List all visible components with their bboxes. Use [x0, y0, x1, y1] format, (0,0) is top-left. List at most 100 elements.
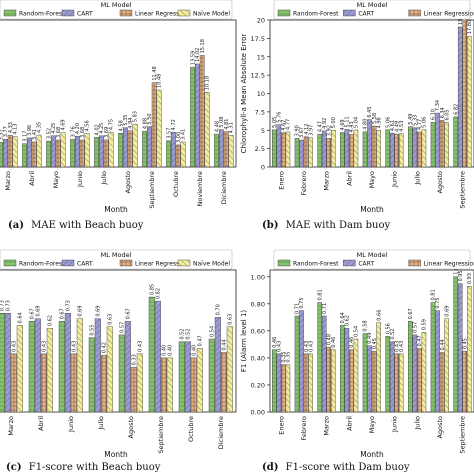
- data-label: 0.67: [408, 308, 414, 319]
- bar-hatch: [385, 336, 390, 412]
- bar-hatch: [322, 315, 327, 412]
- x-axis-label: Month: [360, 205, 384, 214]
- bar-hatch: [372, 125, 377, 167]
- x-axis-label: Month: [104, 450, 128, 459]
- caption-b: (b) MAE with Dam buoy: [262, 220, 390, 231]
- x-tick-label: Abril: [345, 171, 353, 186]
- data-label: 3.57: [166, 128, 172, 139]
- bar-hatch: [308, 137, 313, 167]
- data-label: 0.75: [299, 297, 305, 308]
- data-label: 4.80: [363, 119, 369, 130]
- bar-hatch: [299, 140, 304, 167]
- data-label: 3.41: [32, 129, 38, 140]
- bar-hatch: [435, 113, 440, 167]
- bar-hatch: [276, 353, 281, 412]
- data-label: 0.47: [417, 335, 423, 346]
- legend-box: [0, 249, 233, 270]
- bar-hatch: [56, 139, 61, 167]
- data-label: 11.48: [152, 66, 158, 80]
- bar-hatch: [190, 67, 195, 167]
- data-label: 3.68: [80, 127, 86, 138]
- bar-hatch: [101, 355, 107, 412]
- data-label: 14.02: [195, 48, 201, 62]
- bar-hatch: [430, 302, 436, 412]
- bar-hatch: [326, 347, 331, 412]
- bar-hatch: [224, 131, 229, 167]
- bar-hatch: [221, 352, 227, 412]
- bar-hatch: [195, 63, 200, 167]
- data-label: 0.81: [317, 289, 323, 300]
- bar-hatch: [185, 341, 191, 412]
- data-label: 0.43: [12, 341, 18, 352]
- bar-hatch: [108, 132, 114, 167]
- data-label: 4.35: [37, 122, 43, 133]
- bar-hatch: [421, 129, 426, 167]
- x-tick-label: Diciembre: [220, 171, 228, 204]
- x-tick-label: Febrero: [300, 171, 308, 196]
- data-label: 3.96: [27, 125, 33, 136]
- plot-frame: [0, 19, 237, 168]
- bar-hatch: [331, 130, 336, 167]
- bar-hatch: [344, 328, 349, 412]
- legend-label: Naïve Model: [193, 261, 230, 268]
- bar-hatch: [95, 318, 101, 412]
- data-label: 0.63: [228, 314, 234, 325]
- panel-b-mae-dam: 0 2.5 5 7.5 10 12.5 15 17.5 20 Chlorophyll-a Mean…: [240, 0, 474, 214]
- data-label: 0.95: [458, 270, 464, 281]
- y-tick-label: 5: [261, 127, 265, 135]
- panel-d-f1-dam: 0.00 0.20 0.40 0.60 0.80 1.00 F1 (Alarm level …: [240, 249, 474, 459]
- data-label: 3.00: [176, 132, 182, 143]
- y-axis-label: Chlorophyll-a Mean Absolute Error: [240, 34, 248, 154]
- bar-hatch: [29, 321, 35, 412]
- bar-hatch: [376, 322, 381, 412]
- bar-hatch: [228, 135, 234, 167]
- bar-hatch: [191, 357, 197, 412]
- bar-hatch: [118, 133, 123, 167]
- data-label: 4.33: [8, 122, 14, 133]
- legend-label: Naïve Model: [193, 11, 230, 18]
- data-label: 5.33: [413, 115, 419, 126]
- bar-hatch: [331, 349, 336, 412]
- bar-hatch: [281, 364, 286, 412]
- data-label: 0.54: [354, 326, 360, 337]
- legend-title: ML Model: [357, 1, 388, 9]
- legend-label: Random-Forest: [19, 261, 65, 268]
- bar-hatch: [308, 353, 313, 412]
- y-tick-label: 2.5: [255, 145, 265, 153]
- data-label: 0.35: [286, 352, 292, 363]
- bar-hatch: [142, 131, 147, 167]
- bar-hatch: [421, 332, 426, 412]
- data-label: 0.48: [326, 334, 332, 345]
- legend-box: [273, 0, 471, 20]
- data-label: 5.11: [345, 116, 351, 127]
- data-label: 0.67: [60, 308, 66, 319]
- bar-hatch: [47, 328, 53, 412]
- data-label: 0.45: [462, 338, 468, 349]
- bar-hatch: [167, 357, 173, 412]
- legend-swatch-hatch: [4, 260, 16, 266]
- data-label: 0.35: [281, 352, 287, 363]
- x-tick-label: Octubre: [187, 416, 195, 442]
- plot-frame: [0, 269, 237, 413]
- data-label: 4.94: [128, 118, 134, 129]
- data-label: 0.46: [349, 337, 355, 348]
- bar-hatch: [417, 131, 422, 167]
- data-label: 4.61: [390, 120, 396, 131]
- data-label: 3.76: [70, 126, 76, 137]
- legend: ML Model Random-Forest CART Linear Regressi…: [273, 249, 474, 270]
- x-tick-label: Julio: [97, 416, 105, 431]
- bar-hatch: [32, 141, 37, 167]
- data-label: 4.12: [304, 124, 310, 135]
- data-label: 17.80: [467, 20, 473, 34]
- bar-hatch: [412, 334, 417, 412]
- data-label: 3.17: [22, 131, 28, 142]
- bar-hatch: [394, 353, 399, 412]
- legend-swatch-hatch: [62, 10, 74, 16]
- legend-box: [0, 0, 233, 20]
- data-label: 0.59: [422, 319, 428, 330]
- bar-hatch: [444, 318, 449, 412]
- x-tick-label: Julio: [413, 171, 421, 186]
- data-label: 3.37: [0, 129, 4, 140]
- data-label: 4.25: [99, 123, 105, 134]
- bar-hatch: [340, 325, 345, 412]
